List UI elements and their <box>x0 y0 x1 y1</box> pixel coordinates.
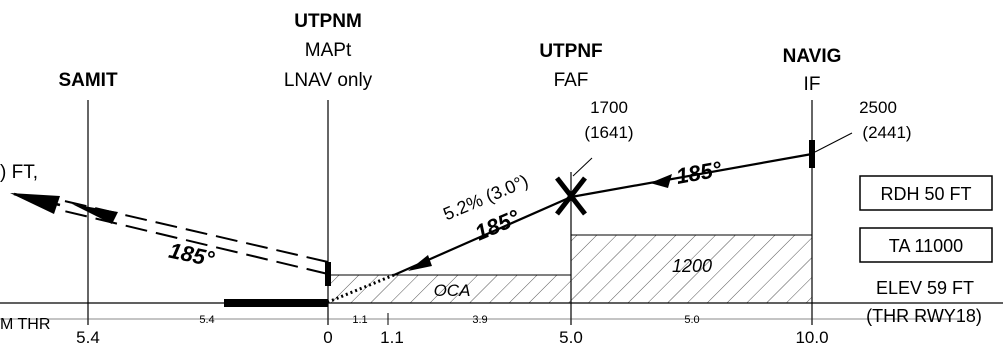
elevation-line1: ELEV 59 FT <box>876 278 974 298</box>
faf-altitude-leader <box>572 157 593 177</box>
missed-arrowhead <box>10 193 60 214</box>
intermediate-path <box>570 152 813 199</box>
intermediate-arrowhead <box>650 174 672 188</box>
final-arrowhead <box>408 255 432 271</box>
distance-segment-label: 3.9 <box>472 314 487 326</box>
intermediate-track-label: 185° <box>674 156 723 189</box>
final-descent-dotted <box>327 273 395 304</box>
navig-altitude-mark <box>809 140 815 168</box>
distance-origin-label: M THR <box>0 316 50 333</box>
rdh-label: RDH 50 FT <box>880 184 971 204</box>
navig-altitude: 2500 <box>859 98 897 117</box>
utpnf-height: (1641) <box>584 123 633 142</box>
navig-name: NAVIG <box>783 46 842 67</box>
navig-height: (2441) <box>862 123 911 142</box>
elevation-line2: (THR RWY18) <box>866 306 982 326</box>
if-altitude-leader <box>814 132 853 153</box>
distance-segment-label: 1.1 <box>352 314 367 326</box>
distance-segment-label: 5.0 <box>684 314 699 326</box>
utpnf-role: FAF <box>554 70 589 91</box>
utpnm-note: LNAV only <box>284 70 373 91</box>
oca-hatched-area <box>327 274 572 304</box>
ta-label: TA 11000 <box>889 236 963 256</box>
missed-path-lower <box>59 209 329 275</box>
intermediate-altitude-label: 1200 <box>672 256 712 276</box>
distance-tick-label: 0 <box>323 328 332 347</box>
distance-tick-label: 10.0 <box>795 328 828 347</box>
utpnf-altitude: 1700 <box>590 98 628 117</box>
faf-cross-icon <box>555 176 587 216</box>
rdh-box <box>859 175 993 211</box>
distance-tick-label: 5.4 <box>76 328 100 347</box>
samit-name: SAMIT <box>58 70 118 91</box>
missed-secondary-arrowhead <box>72 204 118 224</box>
utpnm-role: MAPt <box>305 40 352 61</box>
mapt-mark <box>325 262 331 286</box>
missed-text-fragment: ) FT, <box>0 162 38 183</box>
utpnm-name: UTPNM <box>294 11 362 32</box>
navig-role: IF <box>804 74 821 95</box>
oca-label: OCA <box>434 281 471 300</box>
runway-bar <box>224 299 328 307</box>
distance-segment-label: 5.4 <box>199 314 214 326</box>
utpnf-name: UTPNF <box>539 41 602 62</box>
missed-track-label: 185° <box>167 238 217 272</box>
ta-box <box>859 227 993 263</box>
distance-tick-label: 5.0 <box>559 328 583 347</box>
distance-tick-label: 1.1 <box>380 328 404 347</box>
